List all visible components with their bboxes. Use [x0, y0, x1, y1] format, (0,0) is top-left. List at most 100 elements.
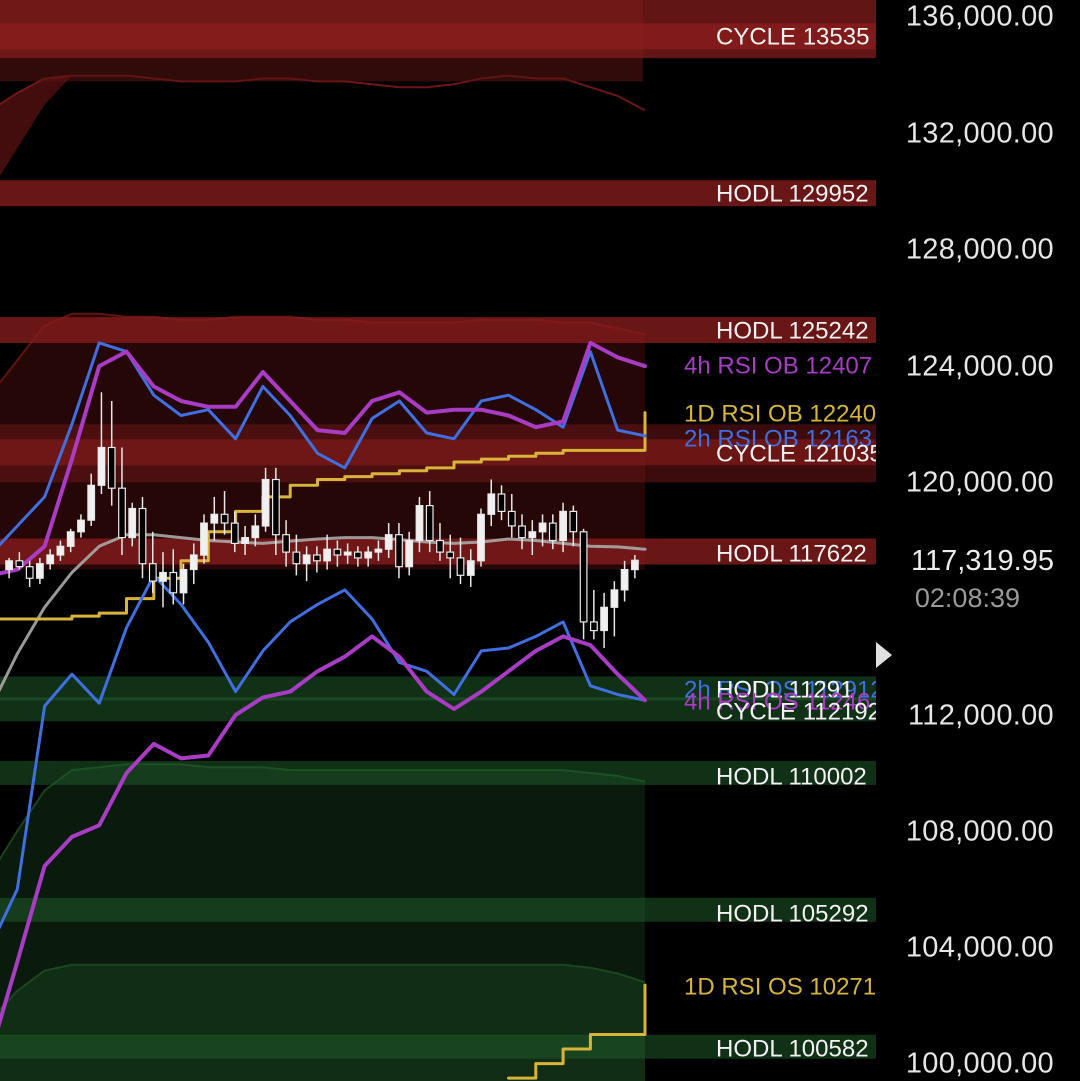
- candle-body: [15, 560, 24, 568]
- candle: [436, 523, 444, 561]
- candle-body: [272, 478, 280, 536]
- level-label: HODL 125242: [716, 317, 869, 344]
- candle: [354, 546, 362, 567]
- band-edge-3: [0, 963, 646, 1011]
- candle: [507, 494, 516, 538]
- candle-body: [87, 484, 96, 521]
- candle: [25, 560, 34, 587]
- candle: [179, 563, 188, 605]
- candle-body: [436, 539, 444, 553]
- candle-body: [405, 539, 414, 568]
- level-label: 4h RSI OS 11246: [684, 688, 870, 715]
- candle: [148, 531, 157, 593]
- candle: [35, 557, 44, 585]
- candle: [425, 491, 434, 553]
- price-tick-label: 112,000.00: [908, 699, 1054, 732]
- price-tick-label: 128,000.00: [905, 233, 1054, 266]
- candle-body: [118, 487, 126, 539]
- price-axis[interactable]: 136,000.00 132,000.00 128,000.00 124,000.00…: [876, 0, 1080, 1081]
- candle-body: [25, 566, 34, 579]
- candle-body: [282, 534, 290, 553]
- candle: [128, 502, 137, 547]
- level-label: 1D RSI OS 10271: [684, 973, 876, 1000]
- candle-body: [5, 560, 14, 571]
- candle: [466, 549, 475, 587]
- candle: [395, 523, 403, 579]
- candle: [538, 514, 547, 547]
- zone-15: [0, 1034, 876, 1059]
- candle-body: [487, 493, 496, 515]
- current-price-label: 117,319.95: [911, 545, 1054, 577]
- candle: [456, 537, 465, 585]
- price-tick-label: 132,000.00: [905, 117, 1054, 150]
- level-labels: CYCLE 13535 HODL 129952 HODL 125242 4h RSI …: [684, 23, 884, 1062]
- line-rsi_1d: [0, 411, 647, 621]
- band-fill-0: [0, 75, 645, 176]
- level-label: CYCLE 13535: [716, 23, 869, 50]
- candle-body: [35, 563, 44, 579]
- candle-body: [313, 554, 321, 562]
- candle: [56, 540, 65, 561]
- candle: [15, 552, 24, 570]
- candle-body: [323, 548, 331, 562]
- candle-body: [333, 548, 342, 556]
- level-label: 1D RSI OB 12240: [684, 400, 876, 427]
- candle: [241, 525, 250, 556]
- line-rsi_1d_os: [507, 983, 647, 1080]
- candle-body: [251, 525, 260, 539]
- candle: [600, 592, 608, 649]
- candle-body: [630, 559, 639, 571]
- candle-body: [138, 507, 147, 565]
- candle-body: [569, 510, 578, 533]
- level-label: 2h RSI OB 12163: [684, 425, 872, 452]
- candle-body: [518, 525, 526, 539]
- level-label: CYCLE 121035: [716, 440, 883, 467]
- line-rsi_4h: [0, 340, 647, 576]
- zone-13: [0, 897, 876, 922]
- candle-body: [343, 551, 352, 556]
- candle-body: [210, 513, 219, 524]
- candle-countdown: 02:08:39: [914, 583, 1020, 613]
- candle: [487, 479, 496, 526]
- candle: [477, 508, 485, 567]
- band-fill-2: [0, 764, 645, 1081]
- candle-body: [528, 531, 537, 539]
- candle: [77, 514, 85, 538]
- level-label: HODL 117622: [716, 540, 867, 567]
- zone-2: [0, 317, 876, 344]
- candle-body: [600, 606, 608, 632]
- candle: [620, 560, 629, 602]
- candle-body: [200, 522, 208, 556]
- price-tick-label: 136,000.00: [905, 0, 1054, 33]
- candle: [292, 534, 301, 576]
- candle-body: [128, 507, 137, 539]
- price-tick-label: 124,000.00: [905, 350, 1054, 383]
- candle-body: [292, 551, 301, 565]
- candle: [5, 557, 14, 579]
- candle-body: [107, 446, 116, 489]
- candle-body: [159, 571, 167, 582]
- candle: [251, 514, 260, 547]
- scroll-right-arrow-icon[interactable]: [876, 642, 892, 668]
- candle: [589, 589, 598, 640]
- candle-body: [169, 571, 178, 594]
- line-ma: [0, 533, 647, 693]
- candle: [323, 534, 331, 570]
- candle-body: [189, 554, 198, 571]
- candle: [569, 505, 578, 547]
- candle-body: [415, 505, 424, 542]
- candle-body: [497, 493, 506, 512]
- level-label: CYCLE 112192: [716, 698, 881, 725]
- zone-cycle-135k: [0, 0, 876, 59]
- price-tick-label: 104,000.00: [905, 931, 1054, 964]
- candle: [66, 528, 75, 553]
- candle-body: [425, 505, 434, 542]
- candle: [610, 581, 619, 637]
- candle-body: [261, 478, 270, 527]
- candle-body: [384, 534, 393, 550]
- candle: [272, 467, 280, 556]
- candle: [169, 549, 178, 605]
- candle-body: [77, 519, 85, 533]
- candle-body: [97, 446, 106, 486]
